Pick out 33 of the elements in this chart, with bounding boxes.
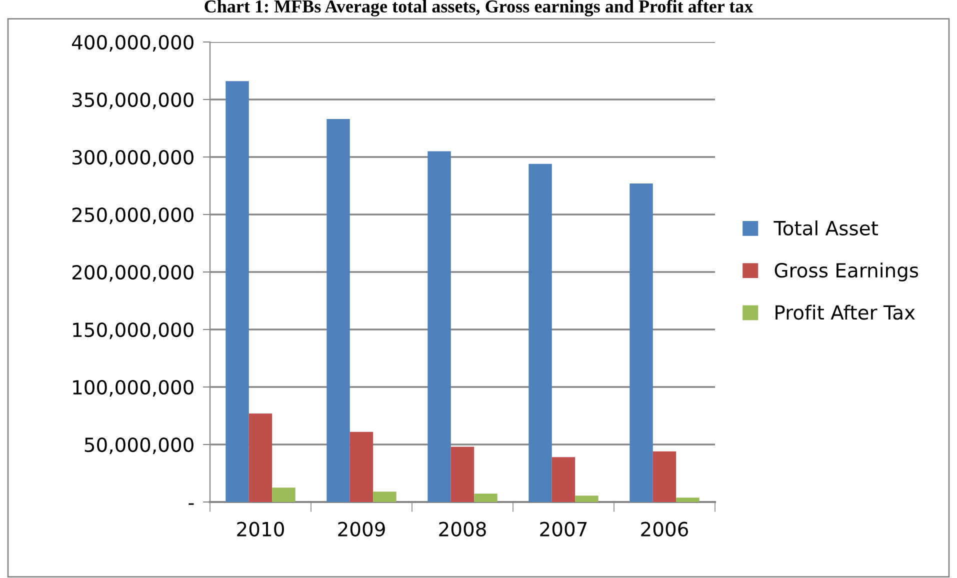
bar xyxy=(552,457,576,502)
legend-label: Profit After Tax xyxy=(776,304,915,320)
bar xyxy=(450,446,474,502)
x-tick-label: 2009 xyxy=(338,522,385,536)
y-tick-label: 150,000,000 xyxy=(73,322,194,340)
x-tick-label: 2008 xyxy=(439,522,486,536)
legend-label: Total Asset xyxy=(774,220,878,236)
bar xyxy=(676,498,700,502)
y-tick-label: 100,000,000 xyxy=(73,380,194,397)
y-tick-label: 200,000,000 xyxy=(72,264,194,282)
chart-title: Chart 1: MFBs Average total assets, Gross earnings and Profit after tax xyxy=(204,0,754,16)
bar xyxy=(528,164,552,502)
x-tick-label: 2006 xyxy=(641,522,688,536)
bar xyxy=(630,183,653,502)
bar xyxy=(575,496,598,502)
y-tick-label: - xyxy=(188,503,194,505)
bar xyxy=(474,494,498,502)
bar xyxy=(272,488,296,502)
bar xyxy=(373,492,396,502)
bar xyxy=(226,81,249,502)
x-tick-label: 2007 xyxy=(540,522,587,536)
bar xyxy=(350,432,374,502)
y-tick-label: 350,000,000 xyxy=(72,92,194,110)
y-tick-label: 300,000,000 xyxy=(72,150,194,167)
y-tick-label: 50,000,000 xyxy=(84,437,194,454)
legend-label: Gross Earnings xyxy=(774,262,918,282)
bar xyxy=(326,119,350,502)
bar xyxy=(248,413,272,502)
x-tick-label: 2010 xyxy=(237,522,284,536)
bar xyxy=(652,451,676,502)
y-tick-label: 250,000,000 xyxy=(72,207,194,224)
y-tick-label: 400,000,000 xyxy=(72,34,194,52)
bar xyxy=(428,151,451,502)
